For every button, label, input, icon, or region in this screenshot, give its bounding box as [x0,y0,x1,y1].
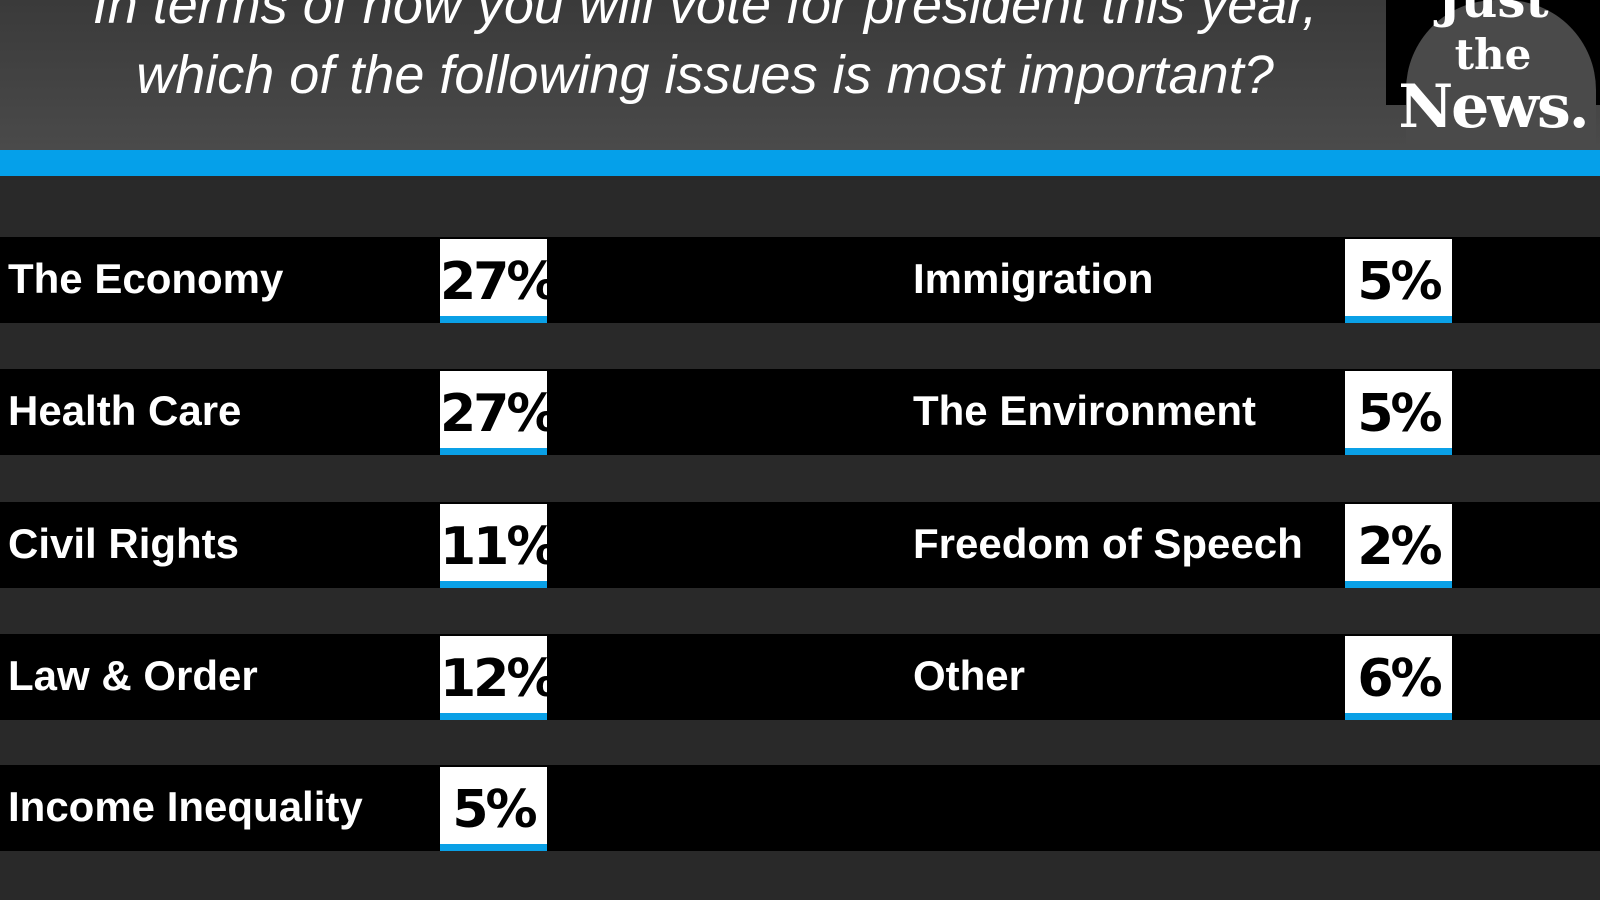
just-the-news-logo: Just the News. [1386,0,1600,150]
logo-the: the [1454,30,1532,79]
logo-news: News. [1398,72,1589,142]
issue-row: Law & Order 12% Other 6% [0,634,1600,720]
issue-percent: 27% [440,239,558,323]
issue-label: Income Inequality [8,783,363,830]
issue-percent: 5% [1345,239,1452,323]
issue-row: Civil Rights 11% Freedom of Speech 2% [0,502,1600,588]
issue-percent: 6% [1345,636,1452,720]
issue-percent: 11% [440,504,558,588]
accent-bar [0,150,1600,176]
issue-row: Income Inequality 5% [0,765,1600,851]
issue-label: The Economy [8,255,284,302]
issue-percent: 5% [440,767,547,851]
issue-label: Civil Rights [8,520,240,567]
issue-row: Health Care 27% The Environment 5% [0,369,1600,455]
question-title-line-2: which of the following issues is most im… [136,45,1274,105]
issue-label: Health Care [8,387,242,434]
issue-label: The Environment [913,387,1257,434]
question-title-line-1: In terms of how you will vote for presid… [92,0,1318,35]
issue-percent: 2% [1345,504,1452,588]
issue-label: Law & Order [8,652,258,699]
issue-percent: 27% [440,371,558,455]
header: In terms of how you will vote for presid… [0,0,1600,150]
logo-just: Just [1386,0,1600,29]
issue-label: Freedom of Speech [913,520,1303,567]
issue-label: Immigration [913,255,1154,302]
issue-row: The Economy 27% Immigration 5% [0,237,1600,323]
issue-label: Other [913,652,1026,699]
issue-percent: 5% [1345,371,1452,455]
capitol-dome-icon [1406,0,1596,150]
issue-percent: 12% [440,636,558,720]
